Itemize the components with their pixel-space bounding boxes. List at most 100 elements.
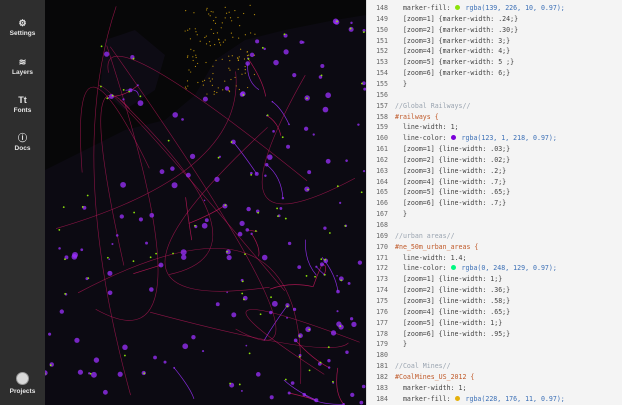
- code-line[interactable]: 164 [zoom=4] {line-width: .7;}: [367, 177, 622, 188]
- rail-segment: [272, 101, 290, 125]
- code-line[interactable]: 150 [zoom=2] {marker-width: .30;}: [367, 25, 622, 36]
- code-line[interactable]: 176 [zoom=4] {line-width: .65;}: [367, 307, 622, 318]
- code-line[interactable]: 182 #CoalMines_US_2012 {: [367, 372, 622, 383]
- color-swatch[interactable]: [454, 5, 460, 10]
- code-text: //Global Railways//: [395, 101, 471, 110]
- map-marker: [219, 42, 221, 44]
- urban-area: [323, 226, 327, 230]
- line-number: 173: [376, 275, 388, 284]
- sidebar-item-projects[interactable]: Projects: [0, 372, 45, 395]
- code-line[interactable]: 183 marker-width: 1;: [367, 383, 622, 394]
- map-marker: [217, 87, 219, 89]
- code-line[interactable]: 174 [zoom=2] {line-width: .36;}: [367, 285, 622, 296]
- map-marker: [224, 204, 227, 207]
- line-number: 149: [376, 14, 388, 23]
- map-marker: [203, 79, 206, 81]
- code-line[interactable]: 161 [zoom=1] {line-width: .03;}: [367, 144, 622, 155]
- code-line[interactable]: 166 [zoom=6] {line-width: .7;}: [367, 198, 622, 209]
- code-line[interactable]: 170 #ne_50m_urban_areas {: [367, 242, 622, 253]
- code-line[interactable]: 177 [zoom=5] {line-width: 1;}: [367, 318, 622, 329]
- code-line[interactable]: 154 [zoom=6] {marker-width: 6;}: [367, 68, 622, 79]
- map-marker: [214, 22, 217, 24]
- code-line[interactable]: 173 [zoom=1] {line-width: 1;}: [367, 274, 622, 285]
- code-text: [zoom=4] {line-width: .7;}: [395, 177, 507, 186]
- code-line[interactable]: 180: [367, 350, 622, 361]
- sidebar-item-docs[interactable]: ⓘ Docs: [0, 132, 45, 152]
- code-line[interactable]: 172 line-color: ● rgba(0, 248, 129, 0.97…: [367, 263, 622, 274]
- urban-area: [245, 344, 248, 347]
- map-marker: [194, 65, 197, 68]
- rail-segment: [173, 367, 195, 400]
- code-line[interactable]: 153 [zoom=5] {marker-width: 5 ;}: [367, 57, 622, 68]
- code-line[interactable]: 171 line-width: 1.4;: [367, 253, 622, 264]
- map-marker: [229, 69, 231, 71]
- map-marker: [219, 44, 222, 46]
- line-number: 160: [376, 134, 388, 143]
- rail-segment: [305, 239, 317, 276]
- code-line[interactable]: 157 //Global Railways//: [367, 101, 622, 112]
- rail-segment: [125, 89, 139, 96]
- code-line[interactable]: 152 [zoom=4] {marker-width: 4;}: [367, 46, 622, 57]
- code-line[interactable]: 178 [zoom=6] {line-width: .95;}: [367, 329, 622, 340]
- code-line[interactable]: 156: [367, 90, 622, 101]
- sidebar-item-settings[interactable]: ⚙ Settings: [0, 17, 45, 37]
- rail-segment: [77, 248, 302, 384]
- rail-segment: [266, 115, 282, 136]
- urban-area: [287, 241, 292, 246]
- code-line[interactable]: 149 [zoom=1] {marker-width: .24;}: [367, 14, 622, 25]
- code-text-part: marker-fill:: [395, 4, 455, 12]
- code-line[interactable]: 160 line-color: ● rgba(123, 1, 218, 0.97…: [367, 133, 622, 144]
- line-number: 181: [376, 362, 388, 371]
- markers: [45, 4, 365, 386]
- rail-segment: [251, 233, 260, 257]
- code-line[interactable]: 184 marker-fill: ● rgba(228, 176, 11, 0.…: [367, 394, 622, 405]
- sidebar-item-layers[interactable]: ≋ Layers: [0, 56, 45, 76]
- rail-segment: [107, 55, 308, 182]
- line-number: 163: [376, 166, 388, 175]
- code-line[interactable]: 165 [zoom=5] {line-width: .65;}: [367, 187, 622, 198]
- map-marker: [230, 78, 232, 81]
- map-marker: [242, 94, 245, 96]
- map-marker: [187, 55, 189, 57]
- map-marker: [217, 156, 220, 159]
- map-canvas[interactable]: [45, 0, 366, 405]
- map-marker: [206, 7, 208, 9]
- code-text: //Coal Mines//: [395, 362, 451, 371]
- code-line[interactable]: 151 [zoom=3] {marker-width: 3;}: [367, 36, 622, 47]
- code-line[interactable]: 155 }: [367, 79, 622, 90]
- urban-area: [285, 303, 290, 308]
- code-line[interactable]: 168: [367, 220, 622, 231]
- urban-area: [279, 207, 283, 210]
- code-line[interactable]: 167 }: [367, 209, 622, 220]
- urban-area: [363, 87, 366, 91]
- map-marker: [340, 279, 343, 282]
- urban-area: [71, 254, 78, 260]
- urban-area: [290, 381, 295, 385]
- map-marker: [244, 72, 246, 74]
- urban-area: [172, 112, 178, 118]
- map-marker: [232, 36, 234, 38]
- code-editor[interactable]: 148 marker-fill: ● rgba(139, 226, 10, 0.…: [366, 0, 622, 405]
- color-swatch[interactable]: [454, 395, 460, 401]
- map-marker: [284, 217, 287, 220]
- code-line[interactable]: 159 line-width: 1;: [367, 122, 622, 133]
- color-swatch[interactable]: [450, 135, 456, 141]
- map-marker: [186, 56, 189, 58]
- code-line[interactable]: 163 [zoom=3] {line-width: .2;}: [367, 166, 622, 177]
- code-line[interactable]: 169 //urban areas//: [367, 231, 622, 242]
- urban-area: [357, 260, 363, 265]
- map-marker: [133, 211, 136, 214]
- code-line[interactable]: 148 marker-fill: ● rgba(139, 226, 10, 0.…: [367, 3, 622, 14]
- code-line[interactable]: 181 //Coal Mines//: [367, 361, 622, 372]
- sidebar-item-fonts[interactable]: Tt Fonts: [0, 94, 45, 114]
- urban-area: [292, 307, 297, 312]
- code-line[interactable]: 179 }: [367, 339, 622, 350]
- code-line[interactable]: 158 #railways {: [367, 112, 622, 123]
- code-line[interactable]: 162 [zoom=2] {line-width: .02;}: [367, 155, 622, 166]
- line-number: 166: [376, 199, 388, 208]
- urban-area: [345, 159, 348, 162]
- code-line[interactable]: 175 [zoom=3] {line-width: .58;}: [367, 296, 622, 307]
- map-marker: [257, 211, 260, 214]
- color-swatch[interactable]: [450, 265, 456, 271]
- map-marker: [209, 15, 211, 17]
